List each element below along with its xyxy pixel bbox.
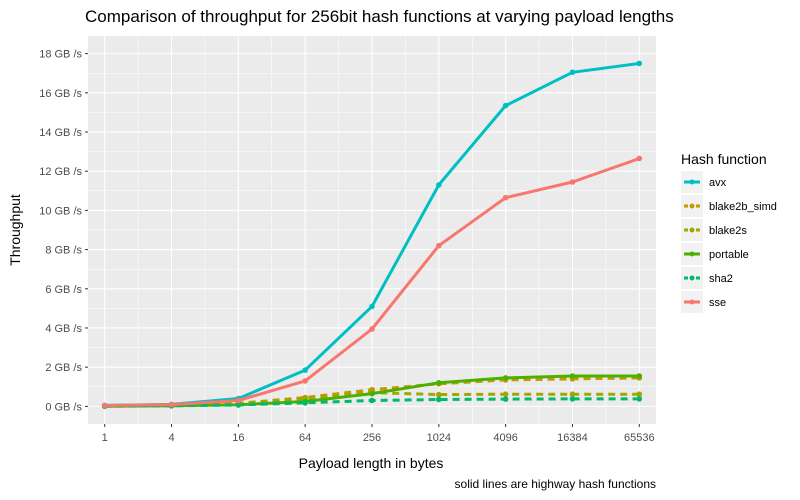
x-tick-label: 64 <box>299 432 311 444</box>
x-tick-label: 65536 <box>624 432 655 444</box>
x-axis: 1 4 16 64 256 1024 4096 16384 65536 <box>102 424 655 444</box>
data-point-avx <box>502 102 509 109</box>
chart-title: Comparison of throughput for 256bit hash… <box>85 7 674 26</box>
data-point-avx <box>636 60 643 67</box>
data-point-sse <box>302 378 308 384</box>
chart-caption: solid lines are highway hash functions <box>455 477 656 491</box>
y-tick-label: 14 GB /s <box>39 127 82 139</box>
data-point-avx <box>302 367 308 373</box>
data-point-sha2 <box>502 396 509 402</box>
y-axis-title: Throughput <box>7 194 23 266</box>
legend-label: avx <box>709 177 727 189</box>
data-point-sse <box>636 155 643 162</box>
x-axis-title: Payload length in bytes <box>299 455 444 471</box>
data-point-blake2s <box>636 391 643 398</box>
data-point-sha2 <box>369 397 375 404</box>
y-tick-label: 8 GB /s <box>45 245 82 257</box>
data-point-sse <box>436 242 442 249</box>
data-point-avx <box>369 303 375 310</box>
y-tick-label: 18 GB /s <box>39 49 82 61</box>
legend-point <box>689 227 695 233</box>
legend-label: portable <box>709 249 749 261</box>
legend-label: blake2s <box>709 225 747 237</box>
data-point-sse <box>235 397 242 404</box>
data-point-sse <box>168 401 175 408</box>
data-point-sha2 <box>302 400 308 406</box>
y-tick-label: 0 GB /s <box>45 401 82 413</box>
data-point-blake2s <box>436 391 442 398</box>
legend-point <box>689 179 695 185</box>
data-point-portable <box>636 373 643 379</box>
legend-item-blake2s: blake2s <box>681 219 747 241</box>
y-tick-label: 6 GB /s <box>45 284 82 296</box>
y-tick-label: 10 GB /s <box>39 205 82 217</box>
data-point-avx <box>569 69 576 76</box>
x-tick-label: 16 <box>232 432 244 444</box>
data-point-portable <box>502 375 509 381</box>
data-point-sse <box>101 402 108 409</box>
y-tick-label: 12 GB /s <box>39 166 82 178</box>
legend-point <box>689 203 695 209</box>
data-point-sse <box>569 179 576 185</box>
data-point-sse <box>369 326 375 332</box>
x-tick-label: 16384 <box>557 432 588 444</box>
legend-item-sha2: sha2 <box>681 267 733 289</box>
data-point-blake2s <box>569 391 576 398</box>
x-tick-label: 1 <box>102 432 108 444</box>
y-tick-label: 16 GB /s <box>39 88 82 100</box>
y-axis: 0 GB /s 2 GB /s 4 GB /s 6 GB /s 8 GB /s 10 GB… <box>39 49 88 413</box>
legend-point <box>689 275 695 281</box>
data-point-sse <box>502 194 509 201</box>
data-point-portable <box>369 390 375 397</box>
x-tick-label: 4 <box>168 432 174 444</box>
legend: avx blake2b_simd blake2s portable sha2 sse <box>681 171 777 313</box>
data-point-sha2 <box>636 396 643 402</box>
y-tick-label: 4 GB /s <box>45 323 82 335</box>
legend-item-portable: portable <box>681 243 749 265</box>
data-point-portable <box>436 380 442 386</box>
legend-label: sha2 <box>709 273 733 285</box>
legend-item-sse: sse <box>681 291 726 313</box>
data-point-sha2 <box>569 396 576 402</box>
legend-item-blake2b_simd: blake2b_simd <box>681 195 777 217</box>
data-point-sha2 <box>436 396 442 403</box>
x-tick-label: 256 <box>363 432 381 444</box>
legend-title: Hash function <box>681 151 767 167</box>
data-point-avx <box>436 182 442 188</box>
legend-label: blake2b_simd <box>709 201 777 213</box>
series-sse <box>101 155 643 409</box>
grid-lines <box>88 36 656 424</box>
legend-point <box>689 251 695 257</box>
data-point-portable <box>569 373 576 379</box>
y-tick-label: 2 GB /s <box>45 362 82 374</box>
x-tick-label: 1024 <box>427 432 451 444</box>
legend-item-avx: avx <box>681 171 727 193</box>
x-tick-label: 4096 <box>493 432 517 444</box>
legend-label: sse <box>709 297 726 309</box>
series-group <box>101 60 643 409</box>
data-point-sha2 <box>235 402 242 408</box>
legend-point <box>689 299 695 305</box>
data-point-blake2s <box>502 391 509 398</box>
